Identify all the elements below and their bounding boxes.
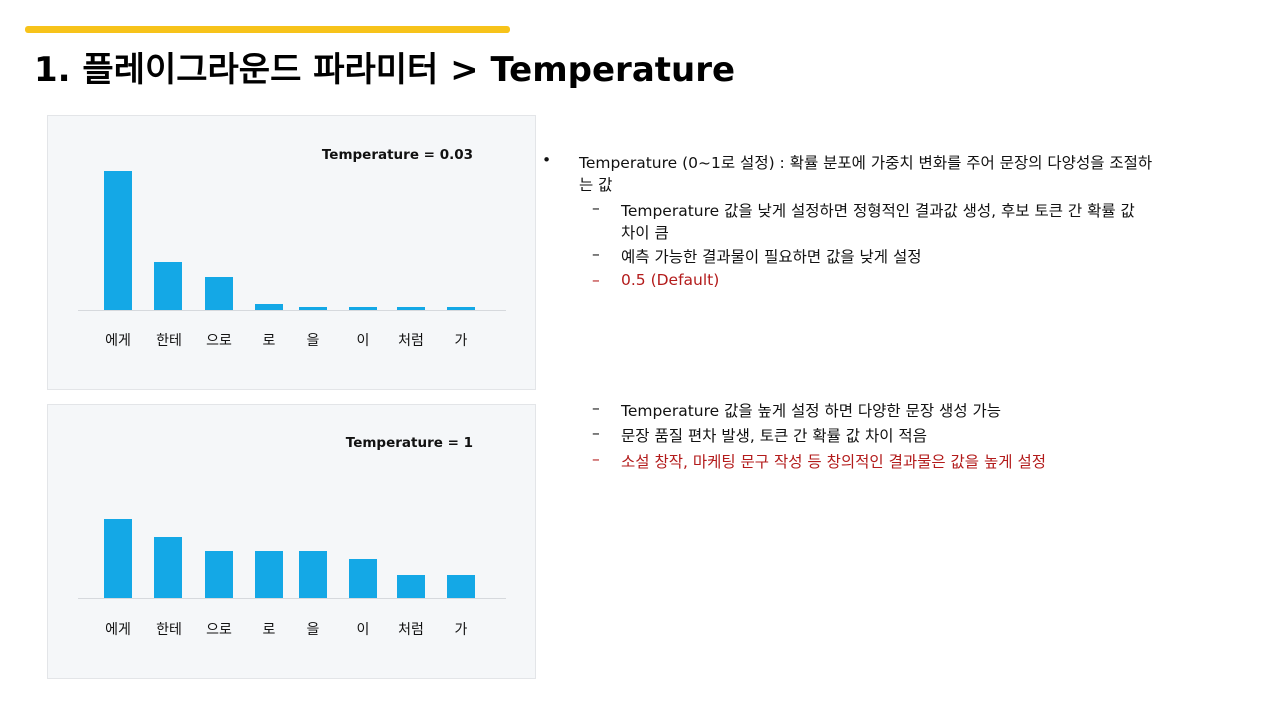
x-label: 로 <box>262 333 276 349</box>
title-accent-bar <box>25 26 510 33</box>
low-item-default: 0.5 (Default) <box>621 271 720 289</box>
x-label: 이 <box>356 622 370 638</box>
x-label: 가 <box>454 333 468 349</box>
bar <box>104 519 132 598</box>
bar <box>205 277 233 310</box>
x-label: 한테 <box>156 333 182 349</box>
main-bullet-line2: 는 값 <box>579 176 613 194</box>
x-label: 처럼 <box>398 622 424 638</box>
bar <box>447 575 475 598</box>
bar <box>299 307 327 310</box>
x-label: 에게 <box>105 333 131 349</box>
dash-icon: – <box>592 424 600 442</box>
bar <box>154 537 182 598</box>
low-item-1-line2: 차이 큼 <box>621 224 669 242</box>
x-label: 을 <box>306 622 320 638</box>
bar <box>349 307 377 310</box>
bar <box>349 559 377 598</box>
main-bullet-line1: Temperature (0~1로 설정) : 확률 분포에 가중치 변화를 주… <box>579 154 1153 172</box>
dash-icon: – <box>592 245 600 263</box>
dash-icon: – <box>592 450 600 468</box>
bar <box>255 304 283 310</box>
chart-title: Temperature = 0.03 <box>321 147 473 163</box>
x-label: 가 <box>454 622 468 638</box>
x-label: 으로 <box>206 333 232 349</box>
x-label: 에게 <box>105 622 131 638</box>
chart-title: Temperature = 1 <box>345 435 473 451</box>
high-item-1: Temperature 값을 높게 설정 하면 다양한 문장 생성 가능 <box>621 402 1002 420</box>
bar <box>104 171 132 310</box>
chart-baseline <box>78 598 506 599</box>
bar <box>397 307 425 310</box>
bar <box>447 307 475 310</box>
low-item-1-line1: Temperature 값을 낮게 설정하면 정형적인 결과값 생성, 후보 토… <box>621 202 1135 220</box>
x-label: 이 <box>356 333 370 349</box>
x-label: 로 <box>262 622 276 638</box>
bullet-icon: • <box>542 151 552 169</box>
bar <box>154 262 182 310</box>
bar <box>205 551 233 598</box>
chart-baseline <box>78 310 506 311</box>
bar <box>255 551 283 598</box>
bar <box>299 551 327 598</box>
x-label: 한테 <box>156 622 182 638</box>
x-label: 을 <box>306 333 320 349</box>
dash-icon: – <box>592 271 600 289</box>
bar <box>397 575 425 598</box>
dash-icon: – <box>592 199 600 217</box>
low-item-2: 예측 가능한 결과물이 필요하면 값을 낮게 설정 <box>621 248 922 266</box>
page-title: 1. 플레이그라운드 파라미터 > Temperature <box>34 50 736 90</box>
x-label: 처럼 <box>398 333 424 349</box>
high-item-3: 소설 창작, 마케팅 문구 작성 등 창의적인 결과물은 값을 높게 설정 <box>621 453 1046 471</box>
x-label: 으로 <box>206 622 232 638</box>
high-item-2: 문장 품질 편차 발생, 토큰 간 확률 값 차이 적음 <box>621 427 927 445</box>
chart-temperature-high: Temperature = 1 에게 한테 으로 로 을 이 처럼 가 <box>47 404 536 679</box>
dash-icon: – <box>592 399 600 417</box>
chart-temperature-low: Temperature = 0.03 에게 한테 으로 로 을 이 처럼 가 <box>47 115 536 390</box>
